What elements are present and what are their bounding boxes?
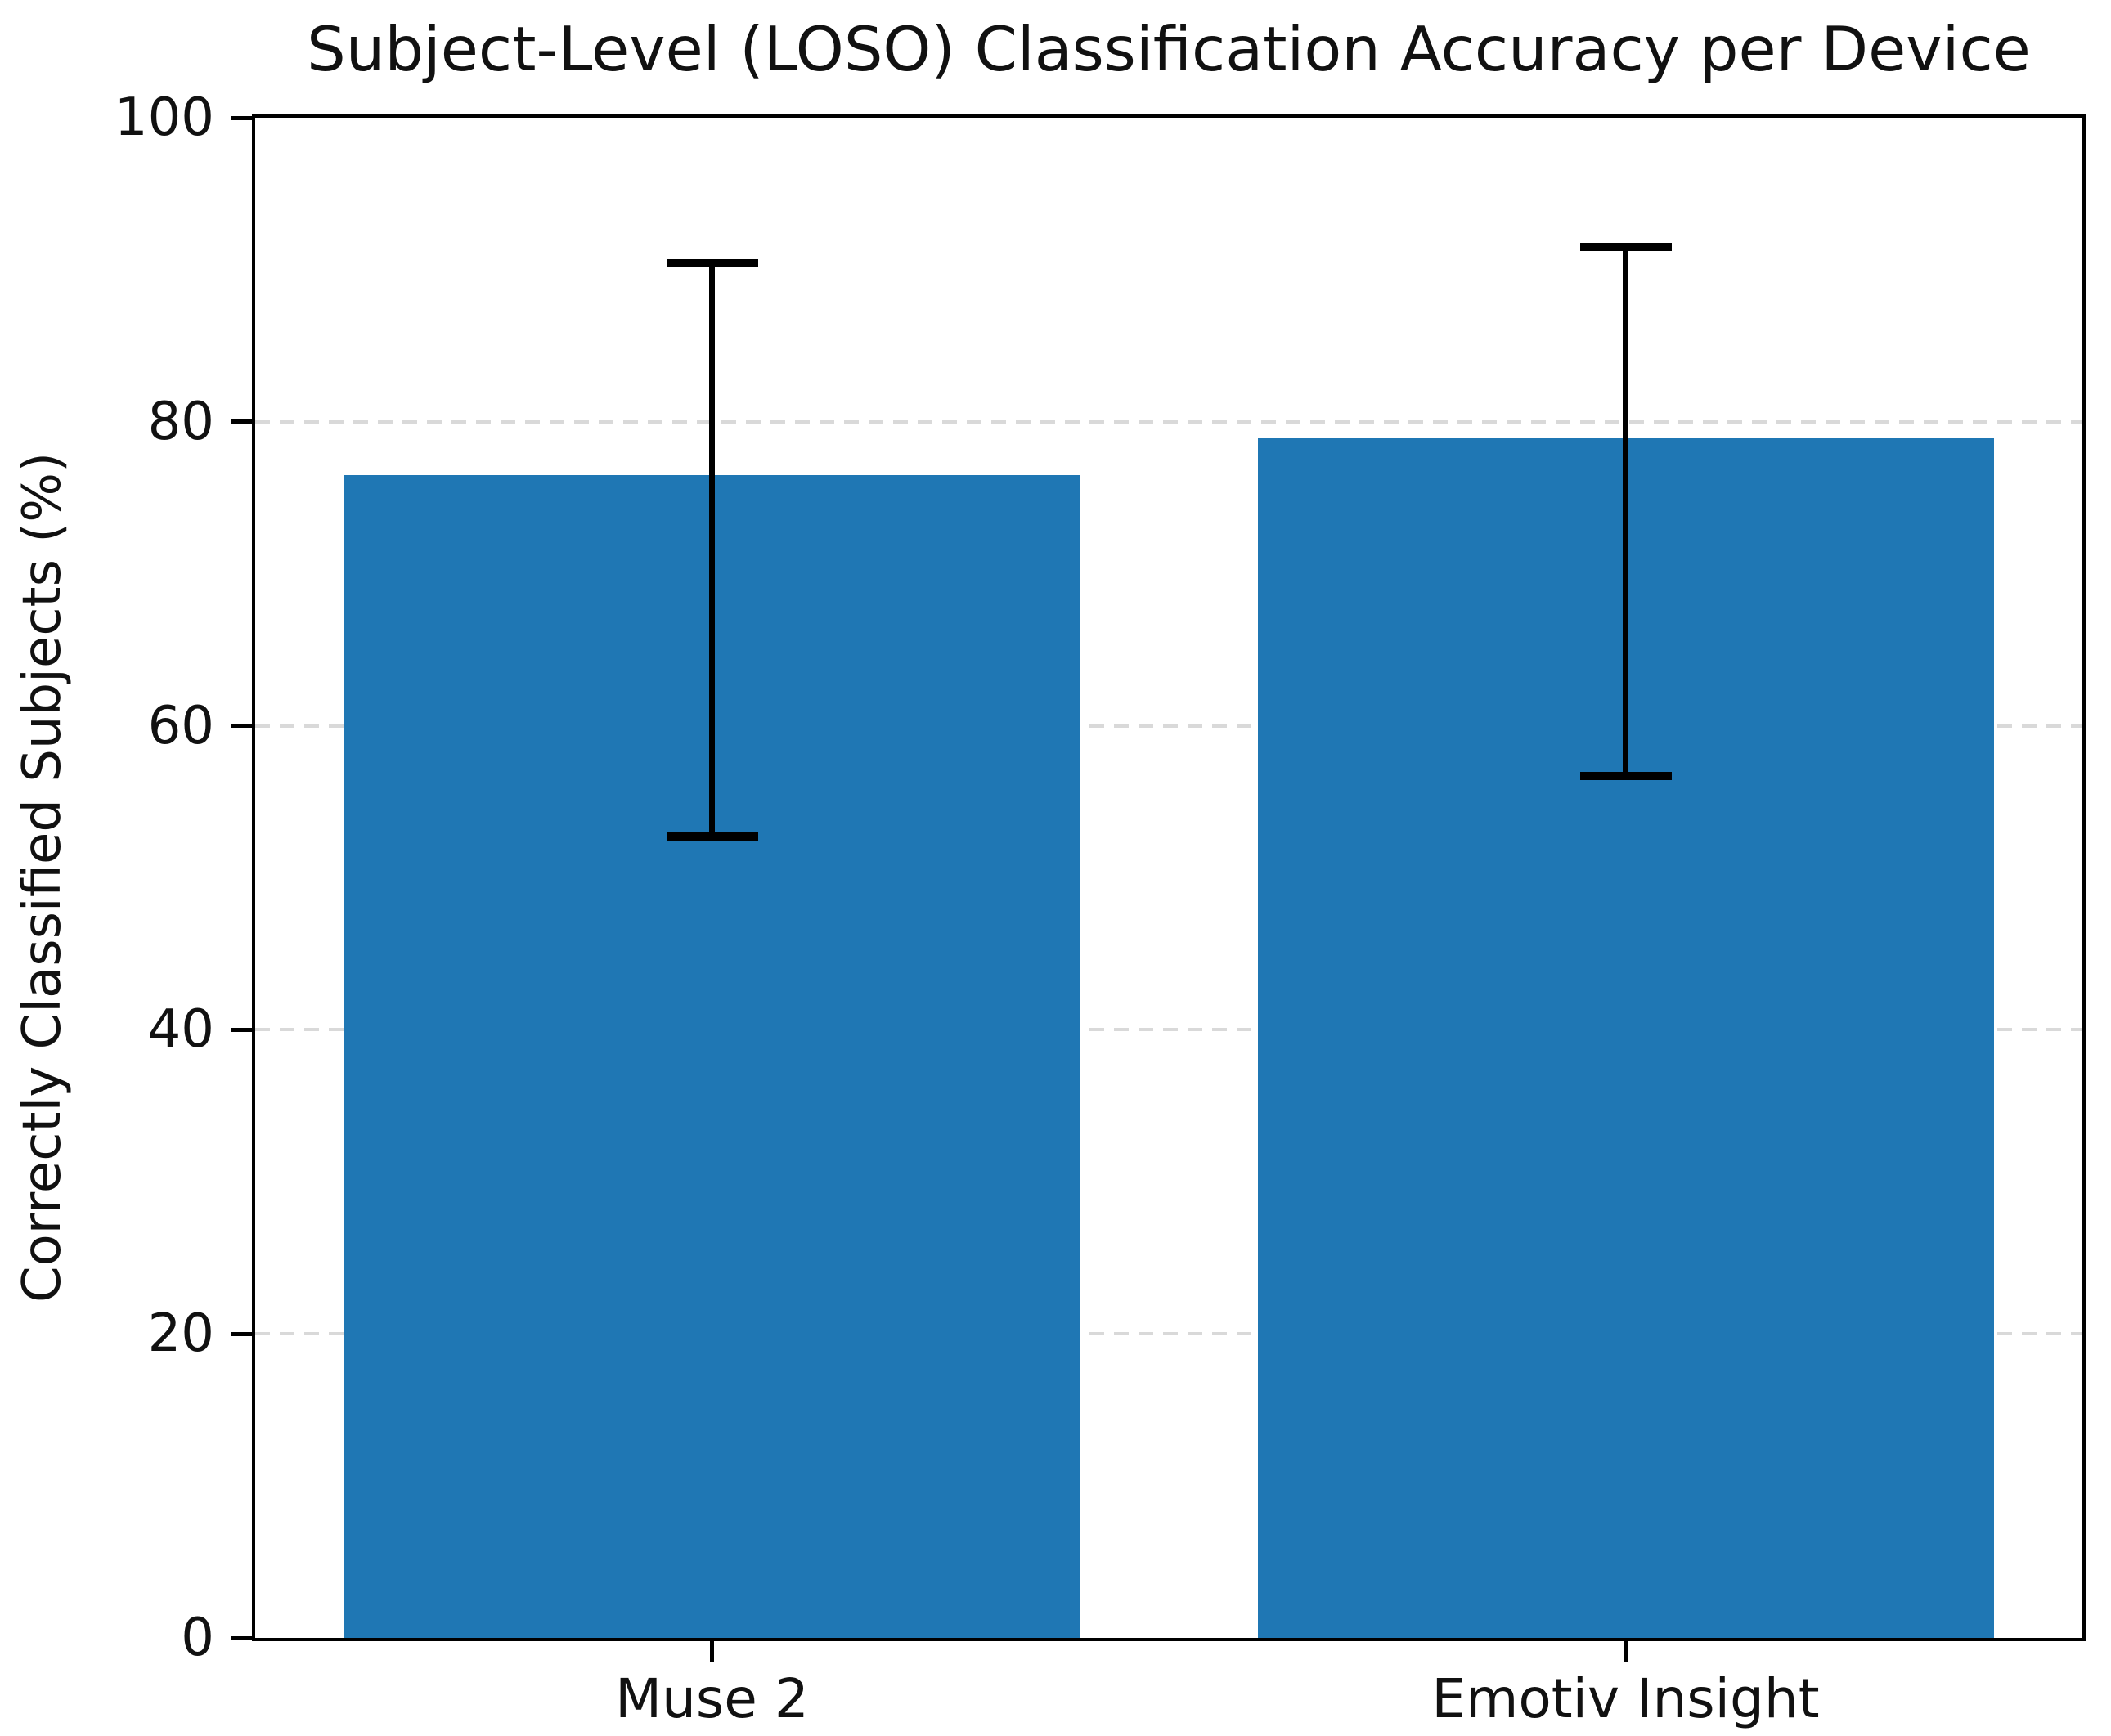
x-tick-label: Emotiv Insight <box>1431 1667 1820 1730</box>
y-gridline <box>255 419 2082 424</box>
x-axis-tick <box>1624 1641 1628 1662</box>
error-bar-cap-top <box>1579 243 1672 251</box>
y-tick-label: 0 <box>181 1608 214 1668</box>
y-tick-label: 40 <box>147 999 214 1061</box>
y-axis-label: Correctly Classified Subjects (%) <box>12 451 73 1303</box>
error-bar-cap-top <box>666 259 758 268</box>
plot-area-border <box>252 114 2086 1641</box>
x-tick-label: Muse 2 <box>615 1667 809 1730</box>
y-gridline <box>255 724 2082 728</box>
y-axis-tick <box>231 724 252 729</box>
y-axis-tick <box>231 1635 252 1640</box>
error-bar-cap-bottom <box>1579 771 1672 780</box>
error-bar-cap-bottom <box>666 832 758 841</box>
y-axis-tick <box>231 115 252 120</box>
error-bar-line <box>709 263 715 837</box>
y-tick-label: 80 <box>147 391 214 452</box>
y-gridline <box>255 1028 2082 1032</box>
y-tick-label: 60 <box>147 695 214 756</box>
y-tick-label: 20 <box>147 1303 214 1365</box>
error-bar-line <box>1623 247 1628 776</box>
y-axis-tick <box>231 1027 252 1032</box>
chart-title: Subject-Level (LOSO) Classification Accu… <box>307 13 2031 85</box>
y-axis-tick <box>231 1331 252 1336</box>
x-axis-tick <box>710 1641 714 1662</box>
y-tick-label: 100 <box>114 87 214 148</box>
y-axis-tick <box>231 419 252 424</box>
y-gridline <box>255 1332 2082 1336</box>
